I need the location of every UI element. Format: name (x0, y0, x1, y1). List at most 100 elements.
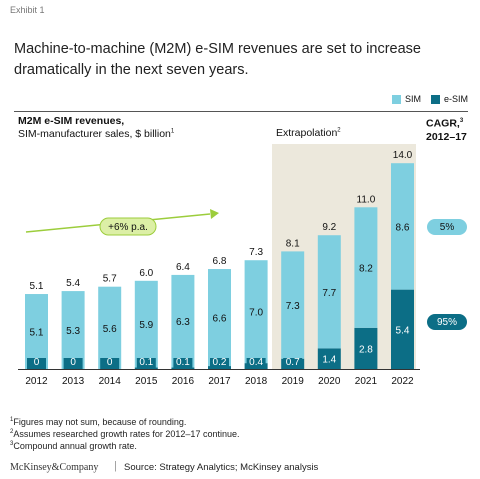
legend-sim-label: SIM (404, 94, 421, 104)
footnote-2-text: Assumes researched growth rates for 2012… (13, 429, 240, 439)
bar-sim-2016 (171, 274, 195, 368)
label-esim-2013: 0 (70, 357, 76, 368)
footnote-1-text: Figures may not sum, because of rounding… (13, 417, 187, 427)
cagr-title-sup: 3 (459, 118, 464, 124)
label-total-2017: 6.8 (213, 256, 227, 267)
footnote-3: 3Compound annual growth rate. (10, 441, 137, 451)
extrapolation-sup: 2 (337, 127, 341, 134)
footnote-3-mark: 3 (10, 441, 14, 447)
label-sim-2021: 8.2 (359, 264, 373, 275)
label-total-2012: 5.1 (30, 281, 44, 292)
tick-2018: 2018 (245, 376, 268, 387)
source-note: Source: Strategy Analytics; McKinsey ana… (124, 462, 319, 473)
label-esim-2016: 0.1 (176, 357, 190, 368)
label-total-2013: 5.4 (66, 278, 80, 289)
bar-sim-2019 (281, 251, 305, 359)
label-sim-2013: 5.3 (66, 326, 80, 337)
tick-2020: 2020 (318, 376, 341, 387)
label-esim-2017: 0.2 (213, 357, 227, 368)
bar-sim-2018 (244, 260, 268, 364)
bar-esim-2021 (354, 327, 378, 369)
cagr-esim-badge: 95% (427, 314, 467, 330)
bar-sim-2014 (98, 286, 122, 369)
tick-2022: 2022 (391, 376, 414, 387)
footer-separator: | (114, 460, 117, 472)
extrapolation-text: Extrapolation (276, 127, 338, 139)
legend-esim-label: e-SIM (443, 94, 468, 104)
bar-esim-2022 (391, 289, 414, 369)
label-esim-2014: 0 (107, 357, 113, 368)
top-rule (14, 111, 468, 112)
label-bg-esim-2013 (63, 358, 83, 369)
label-sim-2014: 5.6 (103, 324, 117, 335)
tick-2021: 2021 (355, 376, 378, 387)
label-sim-2015: 5.9 (139, 320, 153, 331)
tick-2012: 2012 (25, 376, 48, 387)
label-sim-2012: 5.1 (30, 328, 44, 339)
label-esim-2018: 0.4 (249, 357, 263, 368)
label-bg-esim-2019 (283, 358, 303, 369)
label-sim-2017: 6.6 (213, 314, 227, 325)
tick-2019: 2019 (282, 376, 305, 387)
headline: Machine-to-machine (M2M) e-SIM revenues … (14, 41, 421, 78)
bar-sim-2013 (61, 291, 85, 369)
cagr-title-a: CAGR, (426, 117, 460, 130)
label-total-2020: 9.2 (322, 222, 336, 233)
brand-logo: McKinsey&Company (10, 462, 99, 473)
chart-subtitle-sup: 1 (170, 128, 175, 135)
label-total-2022: 14.0 (393, 150, 413, 161)
bar-sim-2022 (391, 163, 414, 290)
tick-2016: 2016 (172, 376, 195, 387)
bar-sim-2012 (25, 294, 48, 369)
label-bg-esim-2017 (210, 358, 229, 369)
bar-sim-2020 (317, 235, 341, 349)
footnote-2: 2Assumes researched growth rates for 201… (10, 429, 239, 439)
label-total-2021: 11.0 (357, 194, 376, 205)
legend-sim-swatch (391, 94, 401, 104)
footnote-3-text: Compound annual growth rate. (13, 441, 137, 451)
bar-sim-2015 (134, 280, 158, 368)
label-bg-esim-2015 (136, 358, 156, 369)
legend: SIM e-SIM (391, 94, 468, 104)
chart-title: M2M e-SIM revenues, (18, 115, 125, 127)
footnote-1-mark: 1 (10, 417, 14, 423)
tick-2017: 2017 (208, 376, 231, 387)
label-total-2018: 7.3 (249, 247, 263, 258)
label-esim-2019: 0.7 (286, 357, 300, 368)
growth-arrow-head (210, 209, 219, 219)
chart-subtitle: SIM-manufacturer sales, $ billion1 (18, 128, 174, 140)
label-bg-esim-2016 (173, 358, 193, 369)
growth-annotation-pill (99, 217, 157, 236)
label-bg-esim-2014 (100, 358, 120, 369)
cagr-sim-badge: 5% (427, 219, 467, 235)
exhibit-label: Exhibit 1 (10, 5, 45, 15)
tick-2013: 2013 (62, 376, 85, 387)
label-bg-esim-2012 (27, 358, 46, 369)
chart-subtitle-text: SIM-manufacturer sales, $ billion (18, 128, 171, 140)
footnote-1: 1Figures may not sum, because of roundin… (10, 417, 186, 427)
extrapolation-label: Extrapolation2 (276, 127, 341, 139)
label-esim-2012: 0 (34, 357, 40, 368)
tick-2015: 2015 (135, 376, 158, 387)
cagr-title: CAGR,3 2012–17 (426, 115, 467, 144)
cagr-title-b: 2012–17 (426, 130, 467, 143)
legend-esim: e-SIM (430, 94, 468, 104)
label-esim-2020: 1.4 (322, 355, 336, 366)
label-esim-2021: 2.8 (359, 344, 373, 355)
legend-esim-swatch (430, 94, 440, 104)
label-sim-2020: 7.7 (322, 288, 336, 299)
label-sim-2016: 6.3 (176, 317, 190, 328)
bar-esim-2020 (317, 348, 341, 369)
legend-sim: SIM (391, 94, 421, 104)
tick-2014: 2014 (99, 376, 122, 387)
label-sim-2018: 7.0 (249, 308, 263, 319)
label-total-2019: 8.1 (286, 238, 300, 249)
bar-sim-2021 (354, 207, 378, 328)
label-total-2016: 6.4 (176, 262, 190, 273)
label-sim-2019: 7.3 (286, 301, 300, 312)
growth-annotation-text: +6% p.a. (108, 222, 148, 233)
label-esim-2015: 0.1 (139, 357, 153, 368)
label-total-2014: 5.7 (103, 274, 117, 285)
footnote-2-mark: 2 (10, 429, 14, 435)
